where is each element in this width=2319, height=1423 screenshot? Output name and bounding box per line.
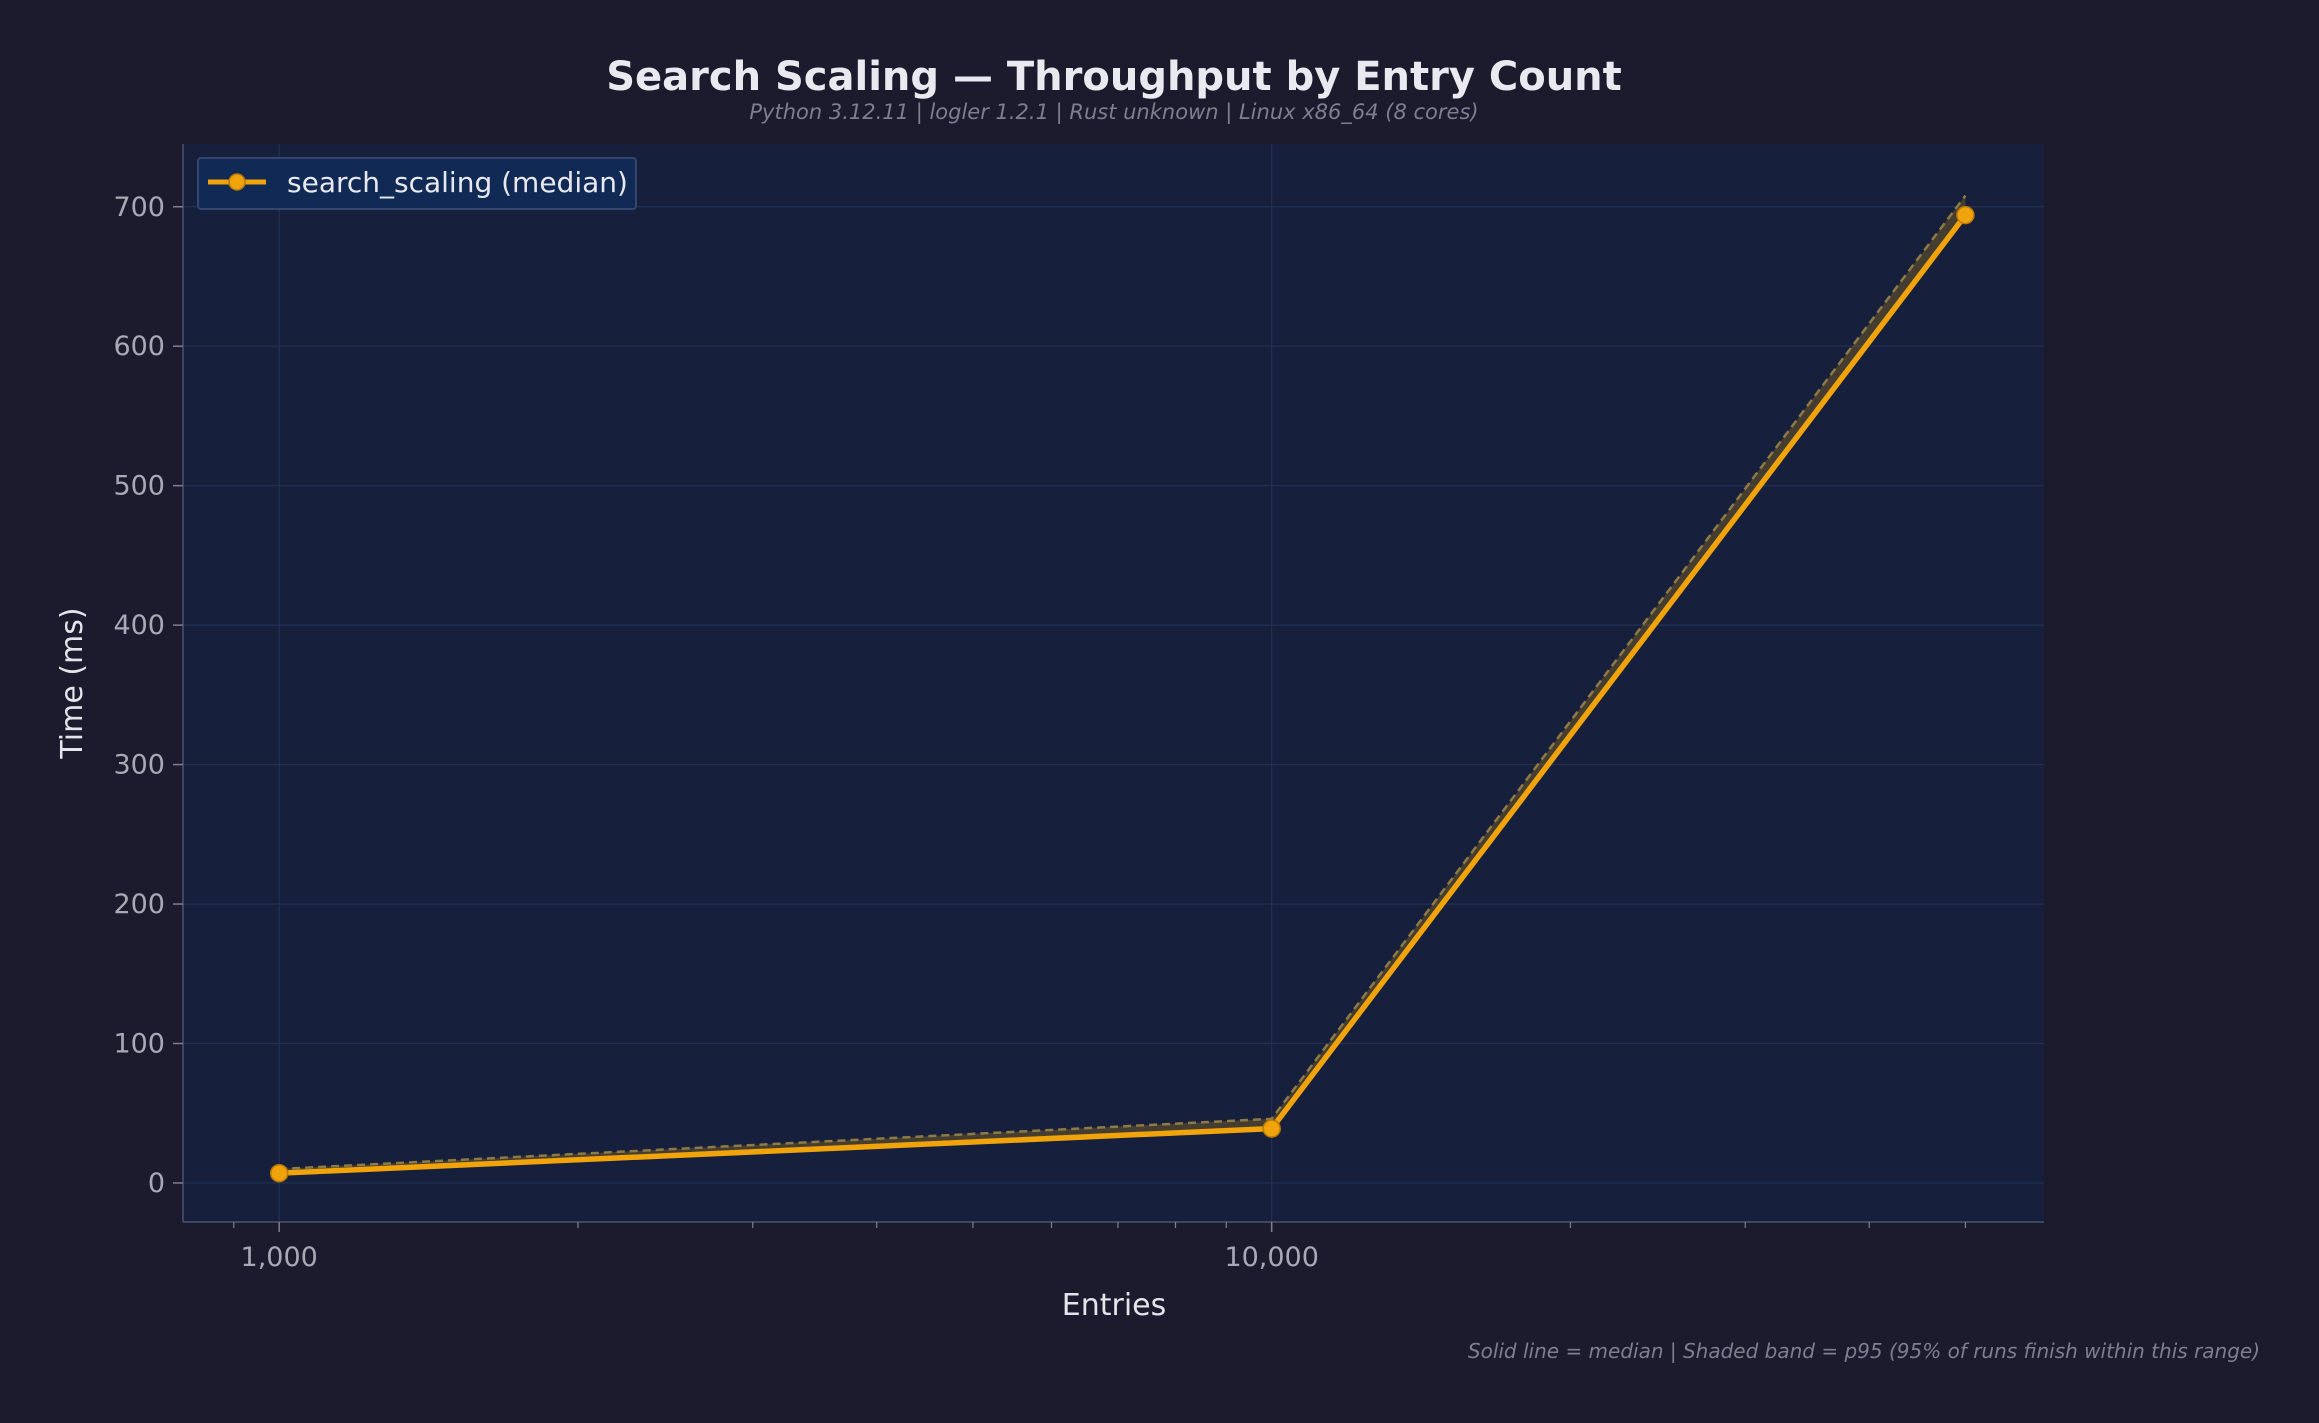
legend-entry-label: search_scaling (median)	[287, 166, 628, 199]
data-point	[269, 1163, 289, 1183]
y-tick-label: 500	[113, 471, 165, 502]
ticks: 0 100 200 300 400 500 600 700 1,000 10,000	[113, 192, 1967, 1273]
plot-area	[183, 144, 2044, 1222]
axes	[182, 144, 2044, 1223]
y-tick-label: 400	[113, 610, 165, 641]
y-tick-label: 300	[113, 750, 165, 781]
x-axis-label: Entries	[1062, 1288, 1167, 1323]
y-tick-label: 200	[113, 889, 165, 920]
y-tick-label: 0	[148, 1168, 165, 1199]
y-tick-label: 600	[113, 331, 165, 362]
p95-line	[279, 194, 1967, 1171]
y-tick-label: 100	[113, 1028, 165, 1059]
legend: search_scaling (median)	[197, 157, 637, 210]
legend-swatch-marker	[228, 173, 246, 191]
chart-subtitle: Python 3.12.11 | logler 1.2.1 | Rust unk…	[749, 100, 1478, 125]
legend-box	[197, 157, 637, 210]
grid	[183, 144, 2044, 1222]
x-tick-label: 10,000	[1224, 1242, 1318, 1273]
y-axis-label: Time (ms)	[55, 607, 90, 759]
chart-title: Search Scaling — Throughput by Entry Cou…	[606, 54, 1622, 100]
series	[269, 194, 1975, 1183]
x-tick-label: 1,000	[241, 1242, 318, 1273]
y-tick-label: 700	[113, 192, 165, 223]
data-point	[1956, 205, 1975, 225]
chart-footnote: Solid line = median | Shaded band = p95 …	[1468, 1339, 2260, 1363]
data-point	[1262, 1119, 1281, 1138]
